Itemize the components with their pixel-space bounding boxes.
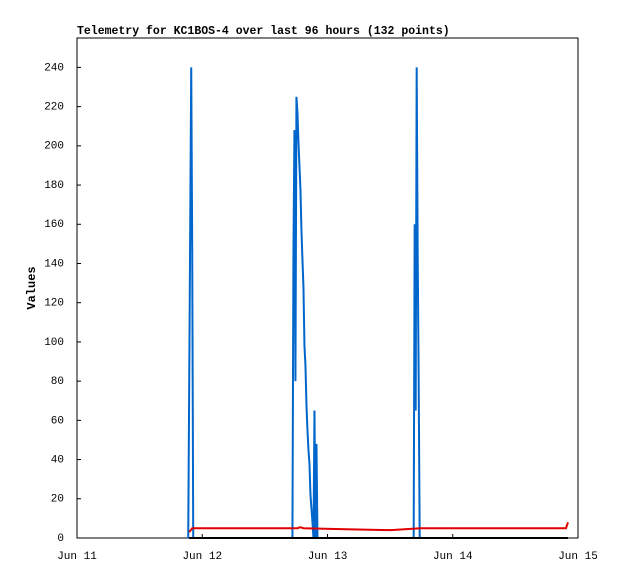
y-tick-label: 100: [44, 337, 64, 349]
y-tick-label: 120: [44, 298, 64, 310]
y-tick-label: 0: [57, 533, 64, 545]
plot-frame: [76, 37, 579, 539]
x-tick-label: Jun 11: [57, 551, 97, 563]
y-tick-label: 80: [51, 376, 64, 388]
y-tick-label: 180: [44, 180, 64, 192]
chart-title: Telemetry for KC1BOS-4 over last 96 hour…: [77, 25, 450, 38]
y-tick-label: 20: [51, 494, 64, 506]
x-tick-label: Jun 14: [433, 551, 473, 563]
y-tick-label: 160: [44, 219, 64, 231]
series-line: [187, 67, 568, 539]
x-tick-label: Jun 12: [182, 551, 222, 563]
y-tick-label: 140: [44, 258, 64, 270]
series-line: [188, 521, 569, 533]
y-tick-label: 240: [44, 62, 64, 74]
x-tick-label: Jun 15: [558, 551, 598, 563]
y-tick-label: 220: [44, 102, 64, 114]
y-tick-label: 60: [51, 415, 64, 427]
x-tick-label: Jun 13: [308, 551, 348, 563]
y-tick-label: 40: [51, 454, 64, 466]
y-axis-label: Values: [25, 266, 39, 309]
y-tick-label: 200: [44, 141, 64, 153]
